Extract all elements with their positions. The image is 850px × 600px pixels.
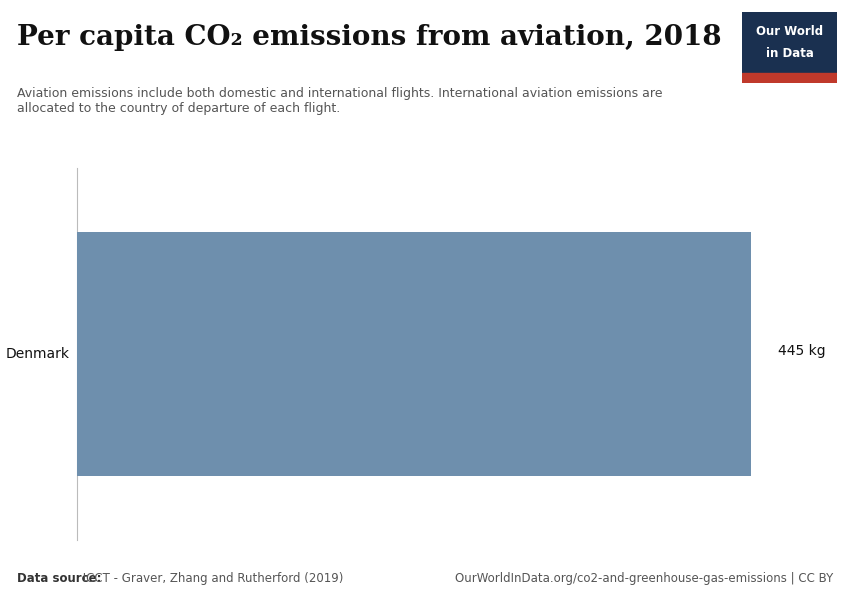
Bar	[76, 232, 751, 476]
Text: Data source:: Data source:	[17, 572, 101, 585]
Text: Per capita CO₂ emissions from aviation, 2018: Per capita CO₂ emissions from aviation, …	[17, 24, 722, 51]
Text: OurWorldInData.org/co2-and-greenhouse-gas-emissions | CC BY: OurWorldInData.org/co2-and-greenhouse-ga…	[455, 572, 833, 585]
Text: Our World: Our World	[756, 25, 823, 38]
Text: ICCT - Graver, Zhang and Rutherford (2019): ICCT - Graver, Zhang and Rutherford (201…	[79, 572, 343, 585]
Text: 445 kg: 445 kg	[778, 344, 825, 358]
Text: Aviation emissions include both domestic and international flights. Internationa: Aviation emissions include both domestic…	[17, 87, 662, 115]
Text: Denmark: Denmark	[6, 347, 70, 361]
Text: in Data: in Data	[766, 47, 813, 59]
Bar	[742, 73, 837, 83]
